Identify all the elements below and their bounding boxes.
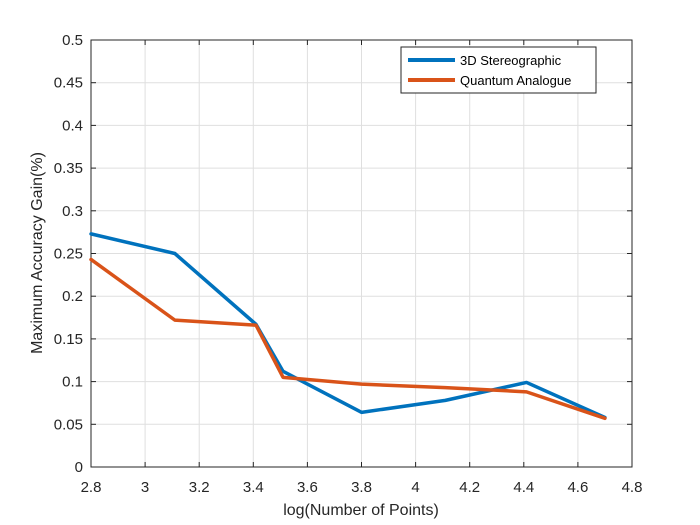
y-tick-label: 0.1 bbox=[62, 374, 83, 391]
y-tick-labels: 0 0.05 0.1 0.15 0.2 0.25 0.3 0.35 0.4 0.45 0.5 bbox=[54, 32, 83, 476]
y-tick-label: 0.15 bbox=[54, 331, 83, 348]
legend-label-3d-stereographic: 3D Stereographic bbox=[460, 53, 562, 68]
legend: 3D Stereographic Quantum Analogue bbox=[400, 46, 597, 94]
series-line-3d-stereographic bbox=[89, 232, 607, 420]
x-tick-label: 4 bbox=[411, 479, 419, 496]
x-tick-label: 3.8 bbox=[351, 479, 372, 496]
x-tick-label: 3.2 bbox=[189, 479, 210, 496]
x-tick-label: 3.4 bbox=[243, 479, 264, 496]
y-tick-label: 0 bbox=[75, 459, 83, 476]
y-tick-label: 0.5 bbox=[62, 32, 83, 49]
x-tick-label: 4.4 bbox=[513, 479, 534, 496]
y-tick-label: 0.45 bbox=[54, 75, 83, 92]
y-tick-label: 0.25 bbox=[54, 246, 83, 263]
legend-box bbox=[400, 46, 597, 94]
x-tick-label: 2.8 bbox=[81, 479, 102, 496]
x-axis-label: log(Number of Points) bbox=[283, 502, 439, 519]
x-tick-label: 4.6 bbox=[567, 479, 588, 496]
y-tick-label: 0.35 bbox=[54, 160, 83, 177]
x-tick-label: 4.8 bbox=[622, 479, 643, 496]
x-tick-label: 3.6 bbox=[297, 479, 318, 496]
x-tick-label: 3 bbox=[141, 479, 149, 496]
x-tick-labels: 2.8 3 3.2 3.4 3.6 3.8 4 4.2 4.4 4.6 4.8 bbox=[81, 479, 643, 496]
series-lines bbox=[89, 232, 607, 421]
legend-label-quantum-analogue: Quantum Analogue bbox=[460, 73, 571, 88]
y-tick-label: 0.2 bbox=[62, 288, 83, 305]
x-tick-label: 4.2 bbox=[459, 479, 480, 496]
series-line-quantum-analogue bbox=[89, 257, 607, 421]
plot-frame bbox=[90, 39, 633, 468]
y-tick-label: 0.05 bbox=[54, 416, 83, 433]
y-tick-label: 0.3 bbox=[62, 203, 83, 220]
y-axis-label: Maximum Accuracy Gain(%) bbox=[29, 152, 46, 354]
y-tick-label: 0.4 bbox=[62, 117, 83, 134]
